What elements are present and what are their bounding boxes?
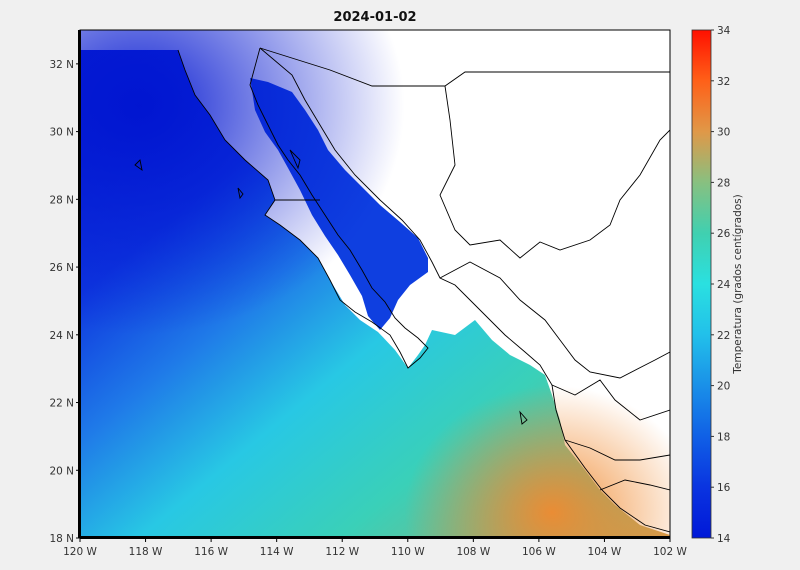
colorbar-tick-label: 32 — [717, 76, 730, 88]
colorbar-tick-label: 16 — [717, 482, 731, 494]
x-tick-label: 106 W — [522, 546, 556, 558]
colorbar — [691, 29, 712, 539]
colorbar-tick-label: 30 — [717, 127, 730, 139]
colorbar-tick-label: 22 — [717, 330, 730, 342]
x-axis-ticks: 120 W 118 W 116 W 114 W 112 W 110 W 108 W 106 W… — [63, 538, 687, 558]
x-tick-label: 112 W — [325, 546, 359, 558]
x-tick-label: 108 W — [456, 546, 490, 558]
y-axis-stripe — [78, 30, 81, 538]
y-axis-ticks: 32 N 30 N 28 N 26 N 24 N 22 N 20 N 18 N — [49, 59, 80, 545]
colorbar-tick-label: 20 — [717, 381, 730, 393]
colorbar-ticks: 34 32 30 28 26 24 22 20 18 16 14 — [711, 25, 731, 545]
y-tick-label: 28 N — [49, 194, 74, 206]
y-tick-label: 32 N — [49, 59, 74, 71]
y-tick-label: 26 N — [49, 262, 74, 274]
x-tick-label: 116 W — [194, 546, 228, 558]
x-axis-stripe — [80, 536, 670, 539]
colorbar-tick-label: 26 — [717, 228, 731, 240]
y-tick-label: 20 N — [49, 465, 74, 477]
y-tick-label: 18 N — [49, 533, 74, 545]
colorbar-label: Temperatura (grados centígrados) — [732, 194, 744, 374]
x-tick-label: 114 W — [260, 546, 294, 558]
sea-temperature-field — [80, 30, 670, 538]
colorbar-tick-label: 18 — [717, 431, 730, 443]
x-tick-label: 110 W — [391, 546, 425, 558]
y-tick-label: 22 N — [49, 398, 74, 410]
x-tick-label: 104 W — [588, 546, 622, 558]
land-borders — [134, 47, 670, 533]
x-tick-label: 102 W — [653, 546, 687, 558]
colorbar-tick-label: 28 — [717, 177, 730, 189]
y-tick-label: 30 N — [49, 127, 74, 139]
colorbar-tick-label: 34 — [717, 25, 731, 37]
x-tick-label: 118 W — [129, 546, 163, 558]
y-tick-label: 24 N — [49, 330, 74, 342]
colorbar-tick-label: 24 — [717, 279, 731, 291]
colorbar-tick-label: 14 — [717, 533, 731, 545]
map-title: 2024-01-02 — [333, 10, 416, 25]
x-tick-label: 120 W — [63, 546, 97, 558]
